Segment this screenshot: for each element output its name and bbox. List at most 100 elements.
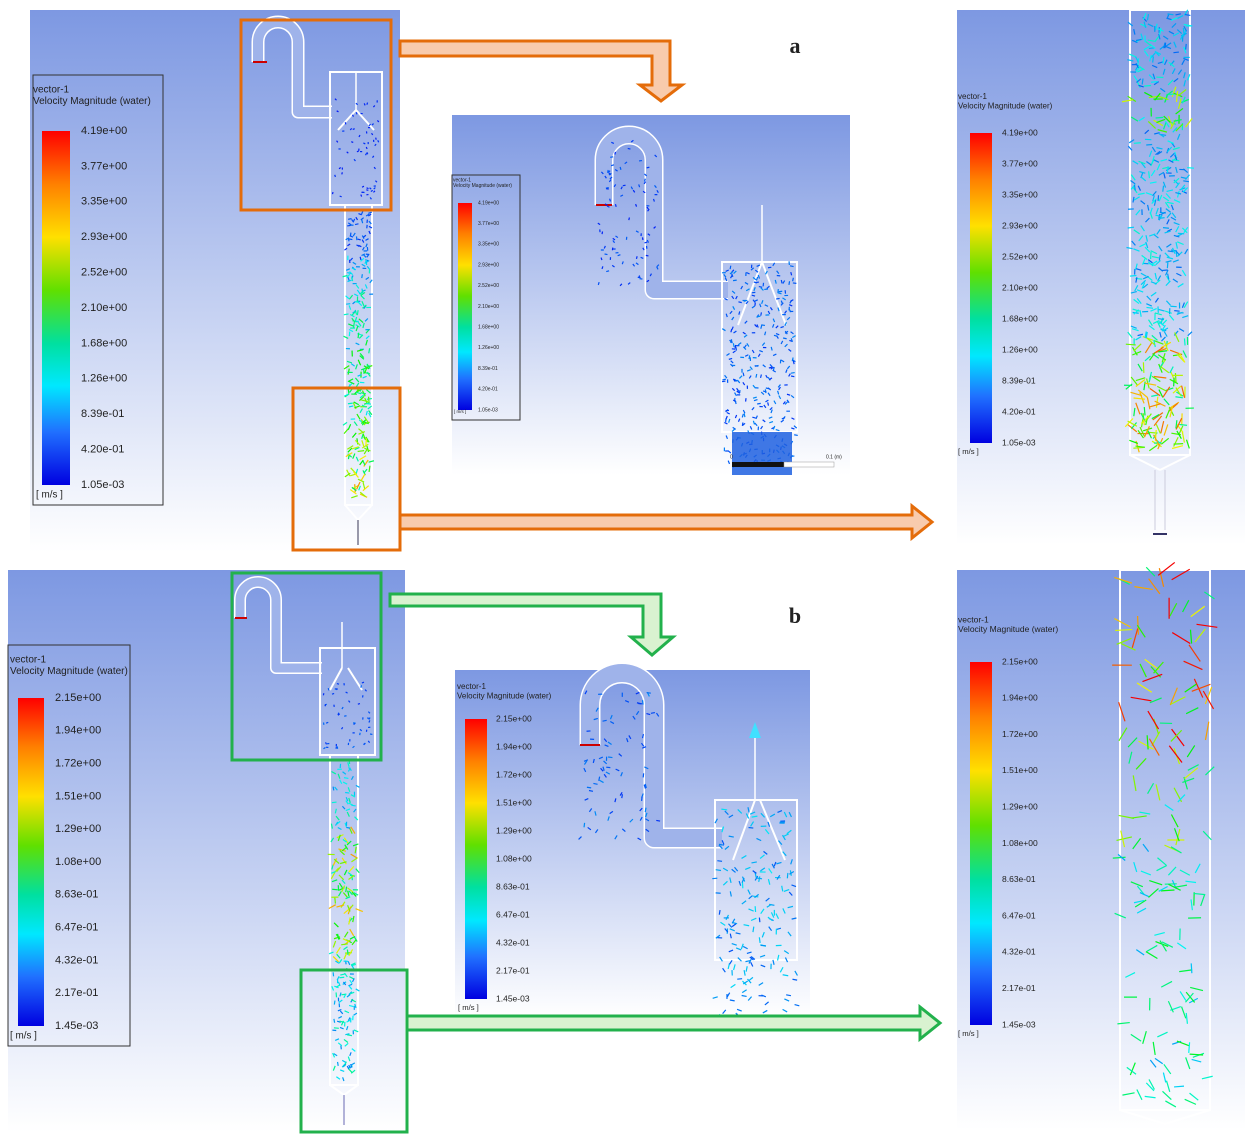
velocity-vector <box>743 413 746 418</box>
velocity-vector <box>762 1009 768 1014</box>
velocity-vector <box>348 866 355 873</box>
velocity-vector <box>338 874 345 881</box>
velocity-vector <box>1146 337 1156 346</box>
velocity-vector <box>752 384 756 389</box>
velocity-vector <box>759 374 762 378</box>
velocity-vector <box>717 860 723 862</box>
velocity-vector <box>772 318 776 323</box>
velocity-vector <box>373 187 376 190</box>
velocity-vector <box>604 744 609 747</box>
velocity-vector <box>756 264 761 267</box>
colorbar-tick-label: 1.08e+00 <box>1002 838 1038 848</box>
velocity-vector <box>609 198 612 202</box>
velocity-vector <box>784 322 788 327</box>
pipe <box>596 127 728 298</box>
velocity-vector <box>1147 204 1150 211</box>
colorbar-tick-label: 1.26e+00 <box>81 373 127 385</box>
velocity-vector <box>1160 421 1165 434</box>
velocity-vector <box>355 284 360 289</box>
velocity-vector <box>1179 869 1191 876</box>
velocity-vector <box>1150 291 1157 297</box>
velocity-vector <box>738 311 741 315</box>
velocity-vector <box>1150 81 1158 83</box>
velocity-vector <box>759 854 765 859</box>
velocity-vector <box>771 323 775 328</box>
velocity-vector <box>1176 272 1182 277</box>
velocity-vector <box>1140 870 1152 876</box>
velocity-vector <box>1149 387 1161 397</box>
velocity-vector <box>777 809 783 813</box>
velocity-vector <box>732 306 736 310</box>
velocity-vector <box>342 1063 347 1068</box>
velocity-vector <box>1175 166 1178 174</box>
legend-title: vector-1 <box>10 655 47 666</box>
velocity-vector <box>1154 50 1162 55</box>
velocity-vector <box>344 472 351 478</box>
velocity-vector <box>1137 68 1144 73</box>
velocity-vector <box>1185 118 1193 128</box>
velocity-vector <box>760 908 765 915</box>
velocity-vector <box>332 786 335 791</box>
velocity-vector <box>1173 436 1179 447</box>
velocity-vector <box>1127 331 1133 339</box>
velocity-vector <box>356 289 361 294</box>
velocity-vector <box>757 353 761 357</box>
velocity-vector <box>1153 159 1160 163</box>
velocity-vector <box>1112 856 1126 859</box>
velocity-vector <box>358 485 361 491</box>
velocity-vector <box>1152 195 1155 202</box>
velocity-vector <box>752 299 756 303</box>
velocity-vector <box>729 877 732 884</box>
velocity-vector <box>777 292 782 295</box>
velocity-vector <box>346 273 351 279</box>
velocity-vector <box>761 994 767 998</box>
velocity-vector <box>605 187 609 189</box>
legend-subtitle: Velocity Magnitude (water) <box>10 666 128 677</box>
velocity-vector <box>656 266 659 270</box>
velocity-vector <box>750 821 755 827</box>
vessel <box>329 754 359 1086</box>
velocity-vector <box>347 447 353 453</box>
velocity-vector <box>635 710 640 716</box>
velocity-vector <box>724 845 730 850</box>
colorbar-tick-label: 8.39e-01 <box>478 366 498 372</box>
velocity-vector <box>1139 426 1145 437</box>
colorbar-tick-label: 1.08e+00 <box>55 856 101 868</box>
velocity-vector <box>348 1004 354 1008</box>
velocity-vector <box>641 700 644 705</box>
velocity-vector <box>1162 327 1169 332</box>
velocity-vector <box>363 742 366 746</box>
velocity-vector <box>609 714 613 720</box>
velocity-vector <box>358 213 362 216</box>
velocity-vector <box>1141 162 1146 169</box>
velocity-vector <box>337 773 341 779</box>
velocity-vector <box>358 428 365 434</box>
velocity-vector <box>724 277 728 282</box>
velocity-vector <box>1139 170 1146 174</box>
velocity-vector <box>1157 354 1167 361</box>
velocity-vector <box>767 387 772 391</box>
velocity-vector <box>1149 207 1153 215</box>
colorbar-tick-label: 2.15e+00 <box>1002 656 1038 666</box>
velocity-vector <box>1148 171 1151 179</box>
velocity-vector <box>621 794 624 799</box>
velocity-vector <box>613 184 617 188</box>
velocity-vector <box>334 821 339 826</box>
velocity-vector <box>344 393 349 397</box>
velocity-vector <box>1140 200 1146 205</box>
velocity-vector <box>1151 156 1155 163</box>
velocity-vector <box>334 808 337 814</box>
velocity-vector <box>635 256 638 260</box>
velocity-vector <box>768 926 773 932</box>
velocity-vector <box>1175 182 1181 189</box>
velocity-vector <box>1166 256 1174 260</box>
velocity-vector <box>1148 74 1155 80</box>
velocity-vector <box>339 779 343 785</box>
velocity-vector <box>364 318 369 322</box>
velocity-vector <box>788 304 793 307</box>
velocity-vector <box>1146 143 1153 146</box>
velocity-vector <box>1150 169 1156 177</box>
velocity-vector <box>346 1019 351 1023</box>
velocity-vector <box>359 395 365 402</box>
velocity-vector <box>361 404 367 408</box>
